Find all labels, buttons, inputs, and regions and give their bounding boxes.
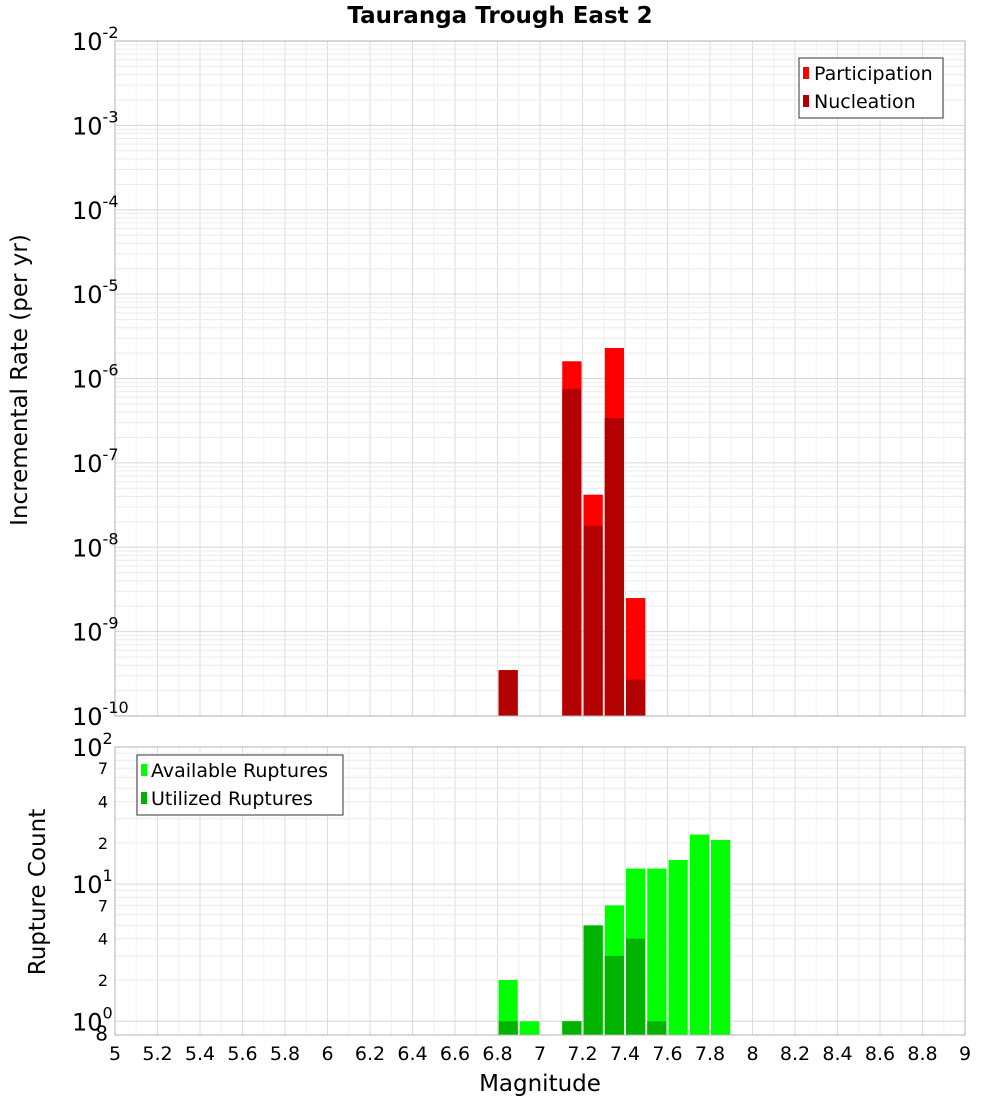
count-y-minor-label: 8 <box>95 1022 108 1046</box>
x-tick-label: 5.6 <box>227 1043 257 1065</box>
x-tick-label: 6 <box>321 1043 333 1065</box>
x-tick-label: 8 <box>746 1043 758 1065</box>
x-tick-label: 7.2 <box>567 1043 597 1065</box>
legend-label: Available Ruptures <box>151 760 328 782</box>
available-ruptures-bar <box>647 868 667 1035</box>
count-y-minor-label: 4 <box>98 930 108 949</box>
count-y-tick-label: 102 <box>72 729 113 762</box>
x-tick-label: 5 <box>109 1043 121 1065</box>
x-tick-label: 9 <box>959 1043 971 1065</box>
x-tick-label: 8.8 <box>907 1043 937 1065</box>
count-legend-box <box>136 754 344 816</box>
count-axis-label: Rupture Count <box>25 809 51 975</box>
count-y-tick-label: 101 <box>72 866 113 899</box>
x-tick-label: 8.2 <box>780 1043 810 1065</box>
legend-swatch <box>141 764 147 776</box>
utilized-ruptures-bar <box>647 1021 667 1035</box>
utilized-ruptures-bar <box>498 1021 518 1035</box>
x-tick-label: 5.4 <box>185 1043 215 1065</box>
nucleation-bar <box>562 389 582 716</box>
rate-y-tick-label: 10-4 <box>72 192 119 225</box>
count-plot-frame <box>114 746 966 1036</box>
legend-label: Nucleation <box>814 91 916 113</box>
available-ruptures-bar <box>689 834 709 1035</box>
x-tick-label: 8.4 <box>822 1043 852 1065</box>
count-y-minor-label: 2 <box>98 834 108 853</box>
rate-y-tick-label: 10-5 <box>72 276 119 309</box>
count-y-minor-label: 2 <box>98 971 108 990</box>
x-tick-label: 6.2 <box>355 1043 385 1065</box>
count-legend: Available Ruptures Utilized Ruptures <box>136 754 344 816</box>
utilized-ruptures-bar <box>626 938 646 1035</box>
x-tick-label: 6.4 <box>397 1043 427 1065</box>
legend-swatch <box>141 792 147 804</box>
nucleation-bar <box>583 525 603 716</box>
x-tick-label: 7.8 <box>695 1043 725 1065</box>
chart-title: Tauranga Trough East 2 <box>347 3 652 29</box>
rate-axis-label: Incremental Rate (per yr) <box>7 234 33 526</box>
rate-y-tick-label: 10-9 <box>72 614 119 647</box>
available-ruptures-bar <box>519 1021 539 1035</box>
rate-legend-box <box>798 57 944 119</box>
x-tick-labels: 5 5.2 5.4 5.6 5.8 6 6.2 6.4 6.6 6.8 7 7.2 7.4 7.6 7.8 8… <box>109 1043 971 1065</box>
x-tick-label: 7.4 <box>610 1043 640 1065</box>
rate-y-tick-label: 10-3 <box>72 107 119 140</box>
nucleation-bar <box>626 679 646 716</box>
count-y-minor-label: 4 <box>98 793 108 812</box>
x-tick-label: 7 <box>534 1043 546 1065</box>
x-tick-label: 5.8 <box>270 1043 300 1065</box>
nucleation-bar <box>604 418 624 716</box>
x-tick-label: 5.2 <box>142 1043 172 1065</box>
rate-y-tick-label: 10-2 <box>72 23 119 56</box>
rate-y-tick-label: 10-6 <box>72 361 119 394</box>
magnitude-axis-label: Magnitude <box>479 1071 601 1097</box>
rate-y-tick-label: 10-8 <box>72 529 119 562</box>
count-y-minor-label: 7 <box>98 896 108 915</box>
available-ruptures-bar <box>668 859 688 1035</box>
legend-label: Utilized Ruptures <box>151 788 313 810</box>
legend-swatch <box>803 95 809 107</box>
available-ruptures-bar <box>711 839 731 1035</box>
rate-y-tick-label: 10-7 <box>72 445 119 478</box>
count-y-minor-label: 7 <box>98 759 108 778</box>
utilized-ruptures-bar <box>583 925 603 1035</box>
nucleation-bar <box>498 670 518 716</box>
utilized-ruptures-bar <box>562 1021 582 1035</box>
utilized-ruptures-bar <box>604 955 624 1035</box>
available-ruptures-bar <box>498 980 518 1035</box>
x-tick-label: 7.6 <box>652 1043 682 1065</box>
legend-label: Participation <box>814 63 933 85</box>
legend-swatch <box>803 67 809 79</box>
x-tick-label: 8.6 <box>865 1043 895 1065</box>
x-tick-label: 6.8 <box>482 1043 512 1065</box>
rate-plot-frame <box>114 40 966 717</box>
rate-panel: 10-10 10-9 10-8 10-7 10-6 10-5 10-4 10-3 10-2 Par… <box>72 23 966 731</box>
x-tick-label: 6.6 <box>440 1043 470 1065</box>
rate-y-tick-label: 10-10 <box>72 698 129 731</box>
rate-legend: Participation Nucleation <box>798 57 944 119</box>
